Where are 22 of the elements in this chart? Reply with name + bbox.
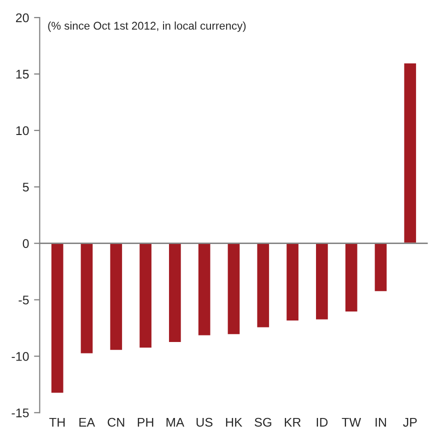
x-tick-label: TH <box>49 418 65 427</box>
x-tick-label: JP <box>403 418 417 427</box>
x-tick-label: US <box>196 418 212 427</box>
y-tick-label: -5 <box>18 296 29 304</box>
y-tick-label: -15 <box>12 408 29 418</box>
x-tick-label: IN <box>376 418 386 427</box>
x-tick-label: HK <box>226 418 242 427</box>
annotation: (% since Oct 1st 2012, in local currency) <box>48 22 246 32</box>
y-tick-label: 20 <box>16 13 29 22</box>
x-tick-label: MA <box>166 418 184 427</box>
y-tick-label: -10 <box>12 352 29 361</box>
x-tick-label: CN <box>108 418 124 427</box>
y-tick-label: 5 <box>22 182 29 192</box>
x-tick-label: KR <box>284 418 301 427</box>
y-tick-label: 0 <box>22 239 29 248</box>
x-tick-label: EA <box>79 418 96 427</box>
y-tick-label: 10 <box>16 126 29 136</box>
x-tick-label: TW <box>342 418 362 427</box>
y-tick-label: 15 <box>16 70 29 79</box>
x-tick-label: ID <box>316 418 328 427</box>
x-tick-label: PH <box>138 418 154 427</box>
x-tick-label: SG <box>254 418 272 427</box>
